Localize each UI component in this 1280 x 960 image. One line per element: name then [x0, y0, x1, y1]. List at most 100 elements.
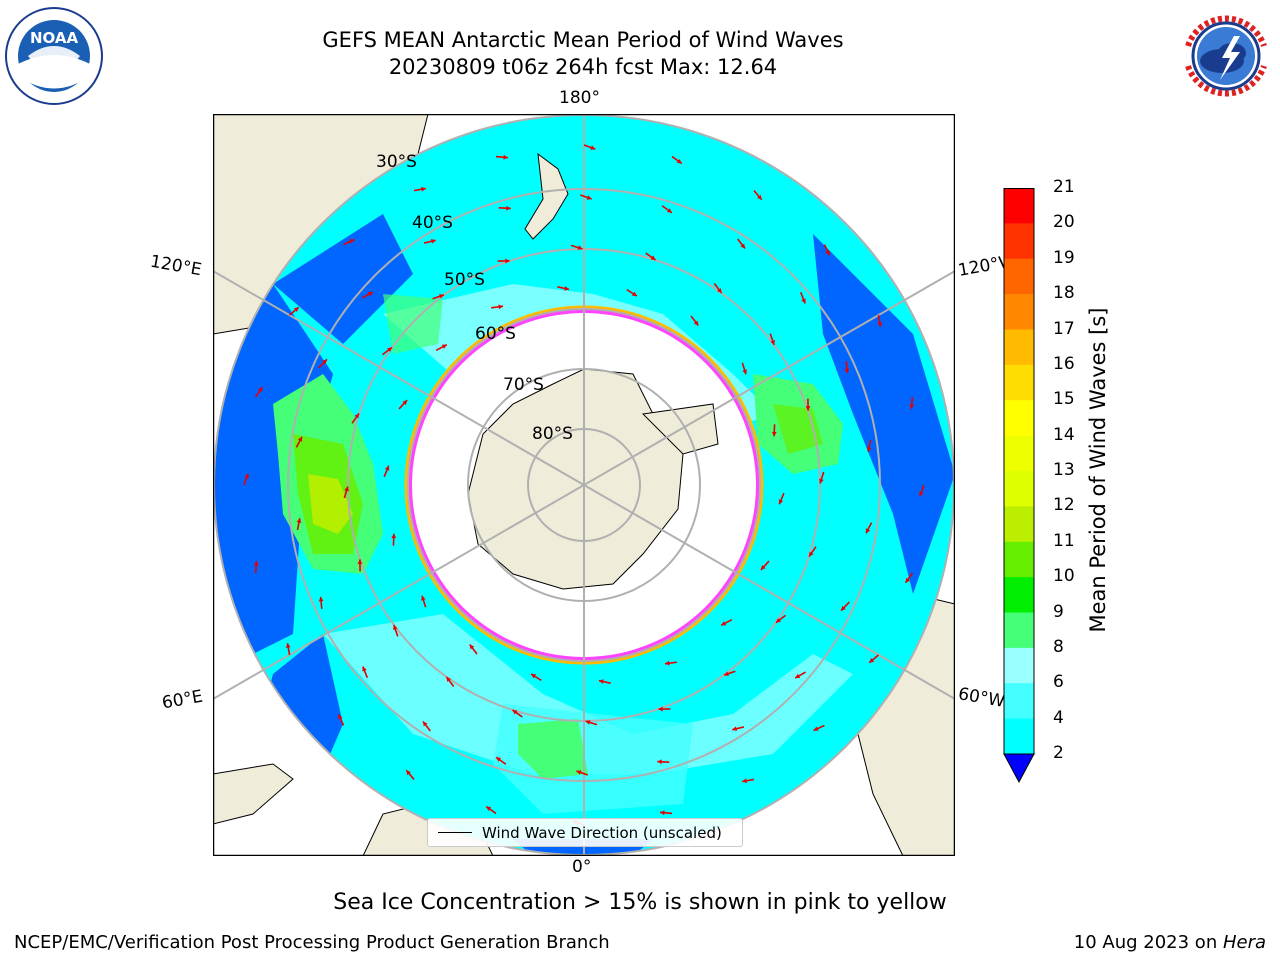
- nws-logo: [1176, 6, 1276, 106]
- lon-label-180: 180°: [559, 88, 600, 108]
- wind-wave-arrow-head: [721, 621, 727, 626]
- wind-wave-arrow-head: [805, 406, 811, 411]
- wind-wave-arrow-head: [840, 605, 846, 611]
- colorbar-segment: [1004, 329, 1034, 366]
- colorbar-tick-label: 18: [1053, 283, 1075, 304]
- lat-label-30s: 30°S: [376, 152, 417, 172]
- colorbar-segment: [1004, 258, 1034, 295]
- lon-label-0: 0°: [572, 857, 592, 877]
- wind-wave-arrow-head: [253, 561, 259, 566]
- noaa-logo: NOAA: [4, 6, 104, 106]
- colorbar-segment: [1004, 223, 1034, 260]
- wind-wave-arrow-head: [577, 245, 583, 250]
- colorbar-segment: [1004, 612, 1034, 649]
- wind-wave-arrow-head: [506, 205, 511, 211]
- legend-label: Wind Wave Direction (unscaled): [482, 823, 722, 842]
- colorbar-tick-label: 9: [1053, 601, 1064, 622]
- wind-wave-arrow-head: [657, 759, 662, 765]
- wind-wave-arrow-head: [905, 577, 911, 583]
- wind-wave-arrow-head: [498, 304, 504, 310]
- wind-wave-arrow-head: [775, 618, 781, 623]
- wind-wave-arrow-head: [362, 666, 367, 672]
- wind-wave-arrow-head: [576, 770, 582, 775]
- wind-wave-arrow-head: [742, 778, 747, 784]
- wind-wave-arrow-head: [349, 239, 355, 244]
- lon-label-60e: 60°E: [160, 686, 205, 714]
- wind-wave-arrow-head: [354, 413, 359, 419]
- colorbar-tick-label: 6: [1053, 672, 1064, 693]
- wind-wave-arrow-head: [285, 643, 291, 648]
- colorbar-tick-label: 12: [1053, 495, 1075, 516]
- colorbar-tick-label: 20: [1053, 212, 1075, 233]
- wind-wave-arrow-head: [406, 770, 411, 776]
- chart-title-line1: GEFS MEAN Antarctic Mean Period of Wind …: [322, 28, 844, 52]
- wind-wave-arrow-head: [666, 208, 672, 213]
- green-patch-atlantic: [518, 719, 588, 779]
- colorbar-segment: [1004, 471, 1034, 507]
- wind-wave-arrow-head: [664, 660, 670, 666]
- wind-wave-arrow-head: [693, 320, 699, 326]
- wind-wave-arrow-head: [503, 154, 508, 160]
- colorbar-tick-label: 21: [1053, 177, 1075, 197]
- legend-line-swatch: [438, 832, 472, 833]
- colorbar-segment: [1004, 647, 1034, 684]
- wind-wave-arrow-head: [795, 673, 801, 679]
- wind-wave-arrow-head: [825, 250, 830, 256]
- wind-wave-arrow-head: [757, 194, 762, 200]
- wind-wave-arrow-head: [865, 528, 871, 534]
- colorbar-title: Mean Period of Wind Waves [s]: [1086, 307, 1110, 633]
- wind-wave-arrow-head: [357, 559, 363, 564]
- wind-wave-arrow-head: [297, 436, 303, 442]
- wind-wave-arrow-head: [771, 431, 777, 437]
- lon-label-120e: 120°E: [148, 251, 204, 281]
- wind-wave-arrow-head: [244, 473, 249, 479]
- wind-wave-arrows: [243, 144, 925, 826]
- colorbar-tick-label: 16: [1053, 353, 1075, 374]
- wind-wave-arrow-head: [293, 307, 299, 312]
- colorbar-segment: [1004, 506, 1034, 543]
- colorbar-segment: [1004, 400, 1034, 437]
- wind-wave-arrow-head: [391, 533, 397, 539]
- footer-date-text: 10 Aug 2023 on: [1073, 932, 1223, 953]
- wind-wave-arrow-head: [919, 491, 924, 497]
- wind-wave-arrow-head: [778, 499, 784, 505]
- colorbar-segment: [1004, 294, 1034, 330]
- wind-wave-arrow-head: [631, 291, 637, 297]
- map-panel: [212, 113, 956, 857]
- colorbar-tick-label: 4: [1053, 707, 1064, 728]
- wind-wave-arrow-head: [844, 368, 850, 374]
- colorbar: [1003, 188, 1035, 784]
- wind-wave-arrow-head: [318, 596, 324, 602]
- colorbar-segment: [1004, 683, 1034, 720]
- wind-wave-arrow-head: [441, 344, 447, 349]
- lat-label-50s: 50°S: [444, 270, 485, 290]
- map-legend: Wind Wave Direction (unscaled): [427, 818, 743, 847]
- colorbar-segment: [1004, 541, 1034, 578]
- colorbar-segment: [1004, 188, 1034, 224]
- footer-host: Hera: [1222, 932, 1266, 953]
- wind-wave-arrow-head: [732, 726, 738, 732]
- colorbar-segment: [1004, 718, 1034, 755]
- wind-wave-arrow-head: [384, 465, 390, 471]
- wind-wave-arrow-head: [512, 710, 518, 715]
- wind-wave-arrow-head: [866, 447, 872, 452]
- wind-wave-arrow-head: [367, 291, 373, 297]
- colorbar-tick-label: 15: [1053, 389, 1075, 410]
- wind-wave-arrow-head: [650, 255, 656, 260]
- wind-wave-arrow-head: [676, 158, 682, 164]
- wind-wave-arrow-head: [402, 400, 408, 405]
- wind-wave-arrow-head: [742, 369, 747, 375]
- wind-wave-arrow-head: [585, 720, 591, 725]
- wind-wave-arrow-head: [801, 298, 806, 304]
- wind-wave-arrow-head: [446, 676, 451, 682]
- wind-wave-arrow-head: [486, 806, 492, 812]
- wind-wave-arrow-head: [809, 551, 814, 557]
- wind-wave-arrow-head: [422, 721, 428, 727]
- wind-wave-arrow-head: [586, 195, 592, 200]
- land-new-zealand: [524, 152, 569, 240]
- wind-wave-arrow-head: [387, 347, 393, 352]
- sea-ice-note: Sea Ice Concentration > 15% is shown in …: [333, 890, 947, 915]
- footer-date: 10 Aug 2023 on Hera: [1074, 932, 1266, 953]
- wind-wave-arrow-head: [564, 286, 570, 291]
- colorbar-segment: [1004, 435, 1034, 472]
